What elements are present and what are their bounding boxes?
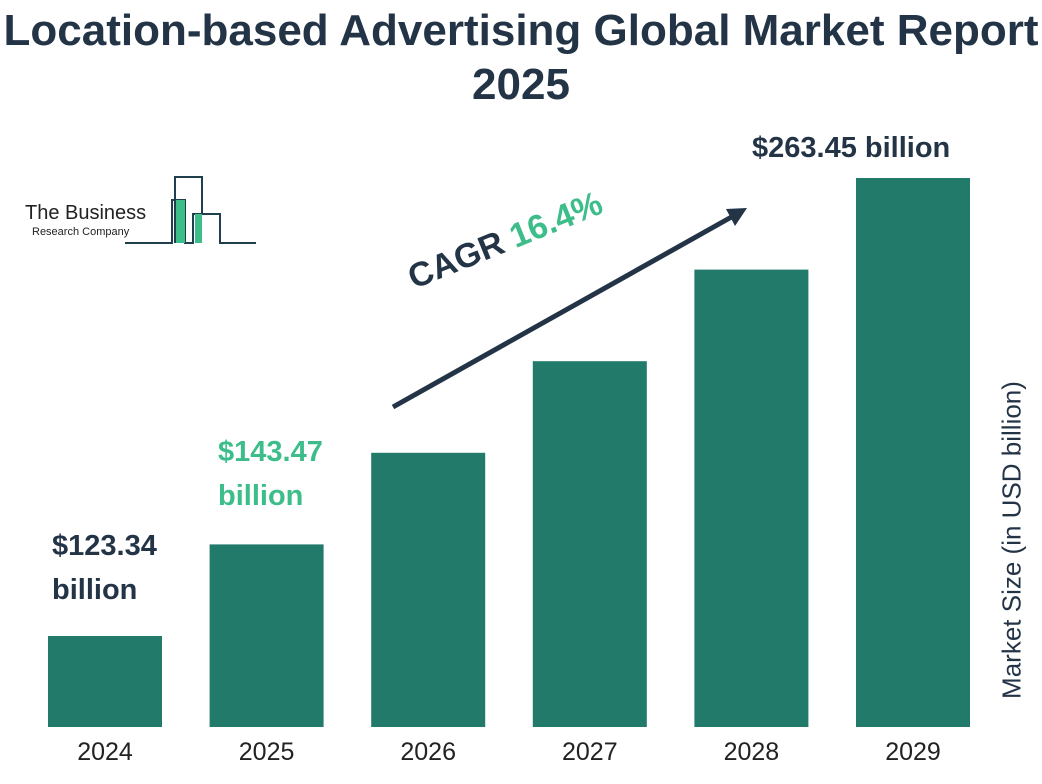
- bar-2028: [694, 269, 809, 727]
- bar-2026: [371, 452, 486, 727]
- logo-icon: [125, 176, 256, 244]
- data-label-2025: $143.47 billion: [218, 436, 323, 512]
- data-label-2024: $123.34 billion: [52, 530, 157, 606]
- cagr-arrow: [391, 208, 747, 410]
- y-axis-label: Market Size (in USD billion): [996, 381, 1027, 699]
- bar-2025: [209, 544, 324, 727]
- x-tick-label: 2027: [562, 738, 618, 766]
- logo-subtext: Research Company: [32, 226, 130, 238]
- logo-text: The Business: [25, 202, 147, 224]
- x-tick-label: 2026: [400, 738, 456, 766]
- data-label-2029: $263.45 billion: [752, 132, 951, 164]
- x-tick-label: 2029: [885, 738, 941, 766]
- x-tick-label: 2024: [77, 738, 133, 766]
- bar-2024: [48, 636, 162, 727]
- chart-title: Location-based Advertising Global Market…: [3, 6, 1039, 109]
- bar-2027: [532, 361, 647, 727]
- bar-2029: [856, 178, 970, 727]
- x-tick-label: 2028: [724, 738, 780, 766]
- x-tick-label: 2025: [239, 738, 295, 766]
